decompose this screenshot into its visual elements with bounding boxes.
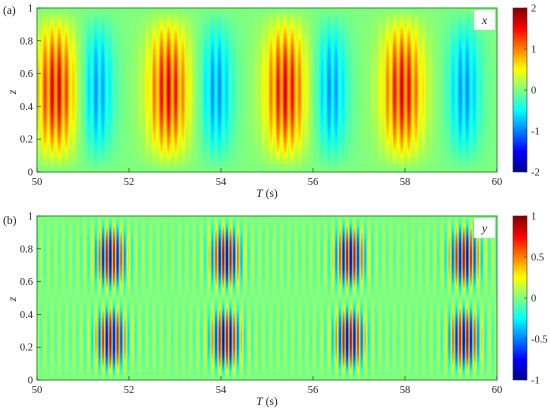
colorbar-ticks-b: 1 0.5 0 -0.5 -1 [524, 212, 548, 387]
x-axis-var-b: T [256, 396, 264, 408]
colorbar-tick-label-a: -1 [531, 127, 540, 138]
y-tick-label-b: 1 [28, 212, 33, 223]
colorbar-tick-label-b: 0 [531, 294, 536, 305]
y-tick-label-b: 0 [28, 376, 33, 387]
x-tick-label-b: 54 [216, 385, 227, 396]
x-tick-label-a: 56 [308, 177, 319, 188]
x-tick-label-b: 60 [492, 385, 503, 396]
axis-ticks-a: 50 52 54 56 58 60 0 0.2 0.4 0.6 0.8 1 [20, 4, 502, 189]
colorbar-tick-label-a: 1 [531, 45, 536, 56]
colorbar-tick-label-b: 0.5 [531, 253, 544, 264]
y-axis-label-a: z [7, 89, 19, 95]
series-label-box-b [474, 218, 495, 238]
x-tick-label-a: 54 [216, 177, 227, 188]
axis-ticks-b: 50 52 54 56 58 60 0 0.2 0.4 0.6 0.8 1 [20, 212, 502, 397]
x-axis-var-a: T [256, 188, 264, 200]
x-tick-label-a: 58 [400, 177, 411, 188]
heatmap-b [37, 216, 497, 380]
x-tick-label-a: 52 [124, 177, 135, 188]
x-tick-label-b: 56 [308, 385, 319, 396]
y-tick-label-a: 0 [28, 168, 33, 179]
colorbar-tick-label-a: -2 [531, 168, 540, 179]
x-tick-label-b: 52 [124, 385, 135, 396]
x-axis-label-b: T (s) [256, 396, 278, 408]
colorbar-tick-label-a: 0 [531, 86, 536, 97]
colorbar-tick-label-b: -0.5 [531, 335, 548, 346]
panel-label-b: (b) [3, 215, 17, 227]
y-tick-label-a: 0.4 [20, 102, 34, 113]
heatmap-a [37, 8, 497, 172]
colorbar-tick-label-a: 2 [531, 4, 536, 15]
y-tick-label-b: 0.6 [20, 277, 33, 288]
y-tick-label-a: 0.8 [20, 36, 33, 47]
y-tick-label-b: 0.2 [20, 343, 33, 354]
x-axis-unit-a: (s) [266, 188, 278, 200]
y-tick-label-b: 0.4 [20, 310, 34, 321]
colorbar-tick-label-b: -1 [531, 376, 540, 387]
plot-border-b [36, 215, 498, 381]
y-axis-label-b: z [7, 296, 19, 302]
y-tick-label-b: 0.8 [20, 244, 33, 255]
colorbar-ticks-a: 2 1 0 -1 -2 [524, 4, 540, 179]
panel-label-a: (a) [3, 5, 16, 17]
heatmap-a-wrap [37, 8, 497, 172]
y-tick-label-a: 0.6 [20, 69, 33, 80]
x-tick-label-b: 50 [32, 385, 43, 396]
y-tick-label-a: 1 [28, 4, 33, 15]
series-label-b: y [481, 221, 488, 235]
y-tick-label-a: 0.2 [20, 135, 33, 146]
x-axis-unit-b: (s) [266, 396, 278, 408]
series-label-a: x [481, 13, 488, 27]
x-tick-label-a: 60 [492, 177, 503, 188]
series-label-box-a [474, 10, 495, 30]
heatmap-b-wrap [37, 216, 497, 380]
x-tick-label-b: 58 [400, 385, 411, 396]
plot-border-a [36, 7, 498, 173]
colorbar-tick-label-b: 1 [531, 212, 536, 223]
x-axis-label-a: T (s) [256, 188, 278, 200]
x-tick-label-a: 50 [32, 177, 43, 188]
